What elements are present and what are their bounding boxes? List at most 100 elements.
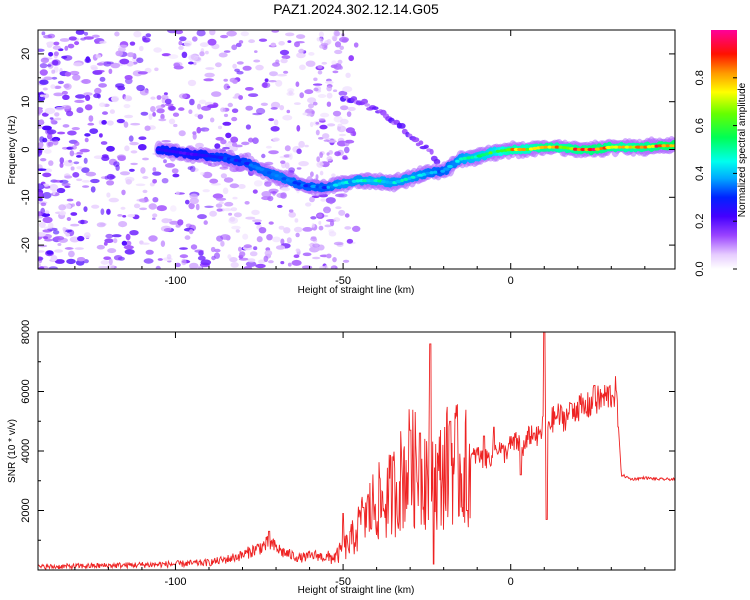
ridge-core — [576, 147, 582, 152]
noise-blob — [161, 140, 171, 143]
noise-blob — [181, 51, 188, 58]
ridge-core — [594, 147, 601, 151]
noise-blob — [79, 148, 90, 153]
noise-blob — [152, 197, 159, 203]
noise-blob — [270, 126, 280, 132]
noise-blob — [39, 94, 44, 98]
noise-blob — [276, 73, 287, 77]
noise-blob — [188, 202, 195, 210]
noise-blob — [39, 69, 48, 76]
noise-blob — [73, 141, 80, 146]
noise-blob — [177, 219, 184, 226]
noise-blob — [38, 250, 45, 253]
noise-blob — [207, 104, 218, 109]
noise-blob — [163, 228, 172, 232]
noise-blob — [311, 110, 315, 114]
ridge-core — [223, 156, 228, 160]
spectrogram-xlabel: Height of straight line (km) — [298, 285, 415, 296]
noise-blob — [49, 117, 54, 120]
noise-blob — [323, 265, 329, 269]
noise-blob — [101, 155, 110, 161]
noise-blob — [110, 62, 121, 69]
noise-blob — [41, 125, 52, 131]
noise-blob — [163, 92, 168, 96]
noise-blob — [41, 112, 49, 117]
noise-blob — [287, 262, 292, 267]
noise-blob — [252, 137, 259, 144]
noise-blob — [85, 94, 91, 101]
noise-blob — [241, 141, 250, 146]
ridge-core — [661, 144, 667, 148]
noise-blob — [288, 211, 297, 218]
noise-blob — [99, 40, 107, 44]
noise-blob — [38, 107, 43, 114]
noise-blob — [64, 71, 72, 77]
noise-blob — [235, 229, 240, 233]
noise-blob — [261, 82, 271, 89]
ridge-core — [573, 147, 578, 151]
noise-blob — [214, 248, 221, 253]
noise-blob — [230, 262, 239, 268]
noise-blob — [83, 157, 88, 164]
noise-blob — [43, 236, 49, 240]
branch-blob — [423, 144, 429, 149]
x-tick-label: 0 — [508, 576, 514, 588]
noise-blob — [329, 220, 335, 227]
noise-blob — [296, 34, 306, 39]
noise-blob — [70, 223, 80, 227]
noise-blob — [76, 151, 84, 155]
noise-blob — [197, 265, 203, 269]
y-tick-label: 2000 — [20, 498, 32, 522]
ridge-core — [580, 147, 586, 152]
noise-blob — [153, 47, 162, 53]
noise-blob — [104, 238, 114, 243]
noise-blob — [293, 226, 303, 233]
noise-blob — [326, 85, 333, 92]
noise-blob — [319, 152, 323, 158]
noise-blob — [302, 227, 313, 232]
ridge-core — [665, 144, 670, 148]
ridge-core — [650, 144, 656, 148]
noise-blob — [248, 137, 254, 143]
noise-blob — [49, 184, 59, 191]
noise-blob — [99, 102, 106, 108]
noise-blob — [294, 41, 300, 48]
noise-blob — [225, 132, 232, 139]
ridge-core — [440, 169, 446, 173]
x-tick-label: -100 — [164, 576, 186, 588]
noise-blob — [178, 107, 185, 111]
noise-blob — [238, 246, 242, 252]
noise-blob — [320, 112, 330, 118]
noise-blob — [188, 54, 199, 61]
noise-blob — [327, 123, 336, 127]
noise-blob — [98, 265, 109, 269]
noise-blob — [287, 40, 292, 43]
noise-blob — [222, 121, 232, 126]
noise-blob — [46, 250, 54, 255]
noise-blob — [285, 162, 290, 169]
noise-blob — [313, 77, 318, 82]
noise-blob — [48, 52, 54, 57]
noise-blob — [209, 210, 218, 217]
noise-blob — [280, 187, 291, 192]
ridge-core — [395, 179, 402, 184]
noise-blob — [54, 249, 63, 253]
noise-blob — [310, 216, 317, 220]
branch-blob — [429, 148, 434, 155]
noise-blob — [106, 61, 114, 65]
noise-blob — [299, 92, 305, 99]
noise-blob — [47, 133, 53, 140]
ridge-core — [554, 145, 560, 149]
noise-blob — [74, 99, 85, 103]
noise-blob — [124, 249, 135, 255]
x-tick-label: -50 — [335, 275, 351, 287]
noise-blob — [305, 202, 312, 207]
noise-blob — [312, 83, 323, 86]
noise-blob — [129, 168, 135, 172]
noise-blob — [123, 121, 129, 128]
noise-blob — [296, 167, 302, 170]
noise-blob — [199, 42, 209, 48]
noise-blob — [249, 251, 258, 257]
